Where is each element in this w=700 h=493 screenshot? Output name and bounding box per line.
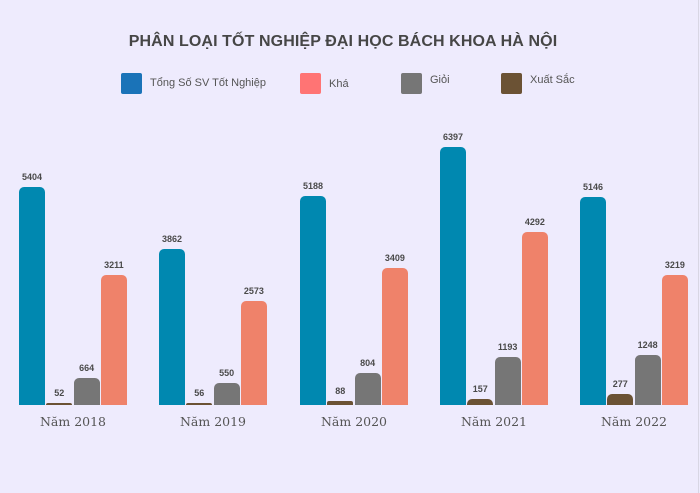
bar-value-label: 3211 xyxy=(104,260,124,270)
legend-swatch-xuat-sac xyxy=(501,73,522,94)
bar-gioi[interactable] xyxy=(213,383,240,405)
bar-value-label: 3219 xyxy=(664,260,685,270)
bar-kha[interactable] xyxy=(661,275,688,405)
bar-gioi[interactable] xyxy=(354,373,381,405)
bar-value-label: 88 xyxy=(335,386,346,396)
x-axis-label: Năm 2018 xyxy=(39,414,107,429)
bar-value-label: 6397 xyxy=(442,132,464,142)
bar-gioi[interactable] xyxy=(73,378,100,405)
bar-value-label: 56 xyxy=(194,388,205,398)
x-axis-label: Năm 2021 xyxy=(460,414,528,429)
bar-total[interactable] xyxy=(300,196,326,405)
bar-value-label: 52 xyxy=(54,388,65,398)
bar-value-label: 5404 xyxy=(21,172,43,182)
bar-kha[interactable] xyxy=(381,268,408,405)
bar-gioi[interactable] xyxy=(634,355,661,405)
x-axis-label: Năm 2022 xyxy=(600,414,668,429)
bar-total[interactable] xyxy=(440,147,466,405)
legend-label-gioi: Giỏi xyxy=(430,74,450,86)
bar-value-label: 1193 xyxy=(497,342,518,352)
bar-value-label: 5188 xyxy=(302,181,324,191)
bar-value-label: 1248 xyxy=(637,340,658,350)
bar-xuat-sac[interactable] xyxy=(327,401,354,405)
legend-swatch-total xyxy=(121,73,142,94)
bar-xuat-sac[interactable] xyxy=(607,394,634,405)
bar-value-label: 2573 xyxy=(243,286,264,296)
bar-value-label: 277 xyxy=(612,379,628,389)
bar-value-label: 804 xyxy=(360,358,376,368)
legend-label-xuat-sac: Xuất Sắc xyxy=(530,74,575,86)
x-axis-label: Năm 2020 xyxy=(320,414,388,429)
chart-title: PHÂN LOẠI TỐT NGHIỆP ĐẠI HỌC BÁCH KHOA H… xyxy=(128,33,558,50)
bar-value-label: 664 xyxy=(79,363,95,373)
bar-value-label: 550 xyxy=(219,368,235,378)
bar-value-label: 3409 xyxy=(384,253,405,263)
bar-kha[interactable] xyxy=(100,275,127,405)
bar-total[interactable] xyxy=(159,249,185,405)
bar-value-label: 3862 xyxy=(161,234,183,244)
bar-xuat-sac[interactable] xyxy=(46,403,73,405)
x-axis-label: Năm 2019 xyxy=(179,414,247,429)
bar-value-label: 157 xyxy=(472,384,488,394)
bar-kha[interactable] xyxy=(521,232,548,405)
legend-swatch-kha xyxy=(300,73,321,94)
bar-xuat-sac[interactable] xyxy=(467,399,494,405)
bar-total[interactable] xyxy=(19,187,45,405)
window-edge xyxy=(698,0,699,493)
bar-xuat-sac[interactable] xyxy=(186,403,213,405)
legend-swatch-gioi xyxy=(401,73,422,94)
bar-value-label: 5146 xyxy=(582,182,604,192)
bar-value-label: 4292 xyxy=(524,217,545,227)
legend-label-kha: Khá xyxy=(329,78,349,90)
bar-gioi[interactable] xyxy=(494,357,521,405)
legend-label-total: Tổng Số SV Tốt Nghiệp xyxy=(150,77,266,89)
bar-kha[interactable] xyxy=(240,301,267,405)
bar-total[interactable] xyxy=(580,197,606,405)
